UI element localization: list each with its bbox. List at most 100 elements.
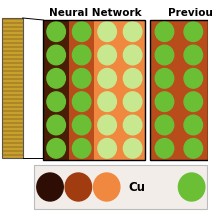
Circle shape — [123, 115, 142, 135]
Bar — [69, 43, 94, 67]
Bar — [2, 86, 23, 88]
Bar — [69, 137, 94, 160]
Circle shape — [155, 115, 174, 135]
Bar — [2, 18, 23, 20]
Bar — [2, 90, 23, 92]
Bar — [43, 90, 69, 113]
Bar — [69, 67, 94, 90]
Bar — [69, 90, 94, 113]
Bar — [120, 43, 145, 67]
Bar — [2, 22, 23, 24]
Bar — [43, 67, 69, 90]
Circle shape — [47, 45, 65, 65]
Bar — [2, 138, 23, 140]
Bar — [94, 67, 120, 90]
Bar — [69, 113, 94, 137]
Circle shape — [184, 22, 203, 41]
Circle shape — [123, 139, 142, 158]
Bar — [2, 34, 23, 36]
Circle shape — [47, 115, 65, 135]
Circle shape — [72, 45, 91, 65]
Bar — [179, 20, 208, 43]
Circle shape — [94, 173, 120, 201]
Bar — [2, 114, 23, 116]
Bar — [2, 42, 23, 44]
Bar — [2, 62, 23, 64]
Bar — [179, 43, 208, 67]
Bar — [2, 82, 23, 84]
Bar — [2, 38, 23, 40]
Text: Previou: Previou — [168, 8, 213, 18]
Bar — [120, 113, 145, 137]
Bar — [150, 90, 179, 113]
Circle shape — [155, 69, 174, 88]
Bar — [2, 30, 23, 32]
Bar — [69, 20, 94, 43]
Bar — [120, 67, 145, 90]
Bar — [43, 20, 69, 43]
Circle shape — [98, 69, 116, 88]
Text: Cu: Cu — [128, 180, 145, 194]
Bar — [120, 20, 145, 43]
Bar — [2, 142, 23, 144]
Text: Neural Network: Neural Network — [49, 8, 142, 18]
Bar — [2, 74, 23, 76]
Bar — [179, 137, 208, 160]
Circle shape — [72, 22, 91, 41]
Bar — [2, 78, 23, 80]
Circle shape — [47, 139, 65, 158]
Circle shape — [98, 139, 116, 158]
Circle shape — [184, 69, 203, 88]
Circle shape — [123, 92, 142, 112]
Bar — [2, 130, 23, 132]
Bar — [2, 50, 23, 52]
Bar — [94, 20, 120, 43]
Bar — [2, 70, 23, 72]
Bar — [120, 137, 145, 160]
Circle shape — [65, 173, 92, 201]
Bar — [34, 165, 207, 209]
Bar — [120, 90, 145, 113]
Bar — [2, 146, 23, 148]
Circle shape — [98, 45, 116, 65]
Bar — [2, 94, 23, 96]
Bar — [2, 54, 23, 56]
Bar — [43, 113, 69, 137]
Bar — [150, 20, 208, 160]
Bar — [150, 20, 208, 160]
Circle shape — [72, 139, 91, 158]
Circle shape — [184, 45, 203, 65]
Bar — [2, 150, 23, 152]
Circle shape — [155, 92, 174, 112]
Circle shape — [47, 69, 65, 88]
Bar — [179, 113, 208, 137]
Bar — [150, 137, 179, 160]
Circle shape — [155, 22, 174, 41]
Bar — [43, 20, 145, 160]
Circle shape — [178, 173, 205, 201]
Circle shape — [47, 22, 65, 41]
Bar — [179, 67, 208, 90]
Bar — [2, 26, 23, 28]
Circle shape — [155, 139, 174, 158]
Bar — [2, 66, 23, 68]
Bar — [2, 154, 23, 156]
Bar — [2, 106, 23, 108]
Bar — [179, 90, 208, 113]
Bar — [2, 126, 23, 128]
Circle shape — [72, 69, 91, 88]
Bar — [2, 18, 23, 158]
Bar — [43, 43, 69, 67]
Circle shape — [123, 69, 142, 88]
Bar — [2, 134, 23, 136]
Circle shape — [184, 139, 203, 158]
Circle shape — [155, 45, 174, 65]
Circle shape — [47, 92, 65, 112]
Bar — [2, 118, 23, 120]
Bar — [94, 90, 120, 113]
Circle shape — [123, 22, 142, 41]
Bar — [150, 67, 179, 90]
Bar — [94, 113, 120, 137]
Bar — [150, 43, 179, 67]
Bar — [43, 20, 145, 160]
